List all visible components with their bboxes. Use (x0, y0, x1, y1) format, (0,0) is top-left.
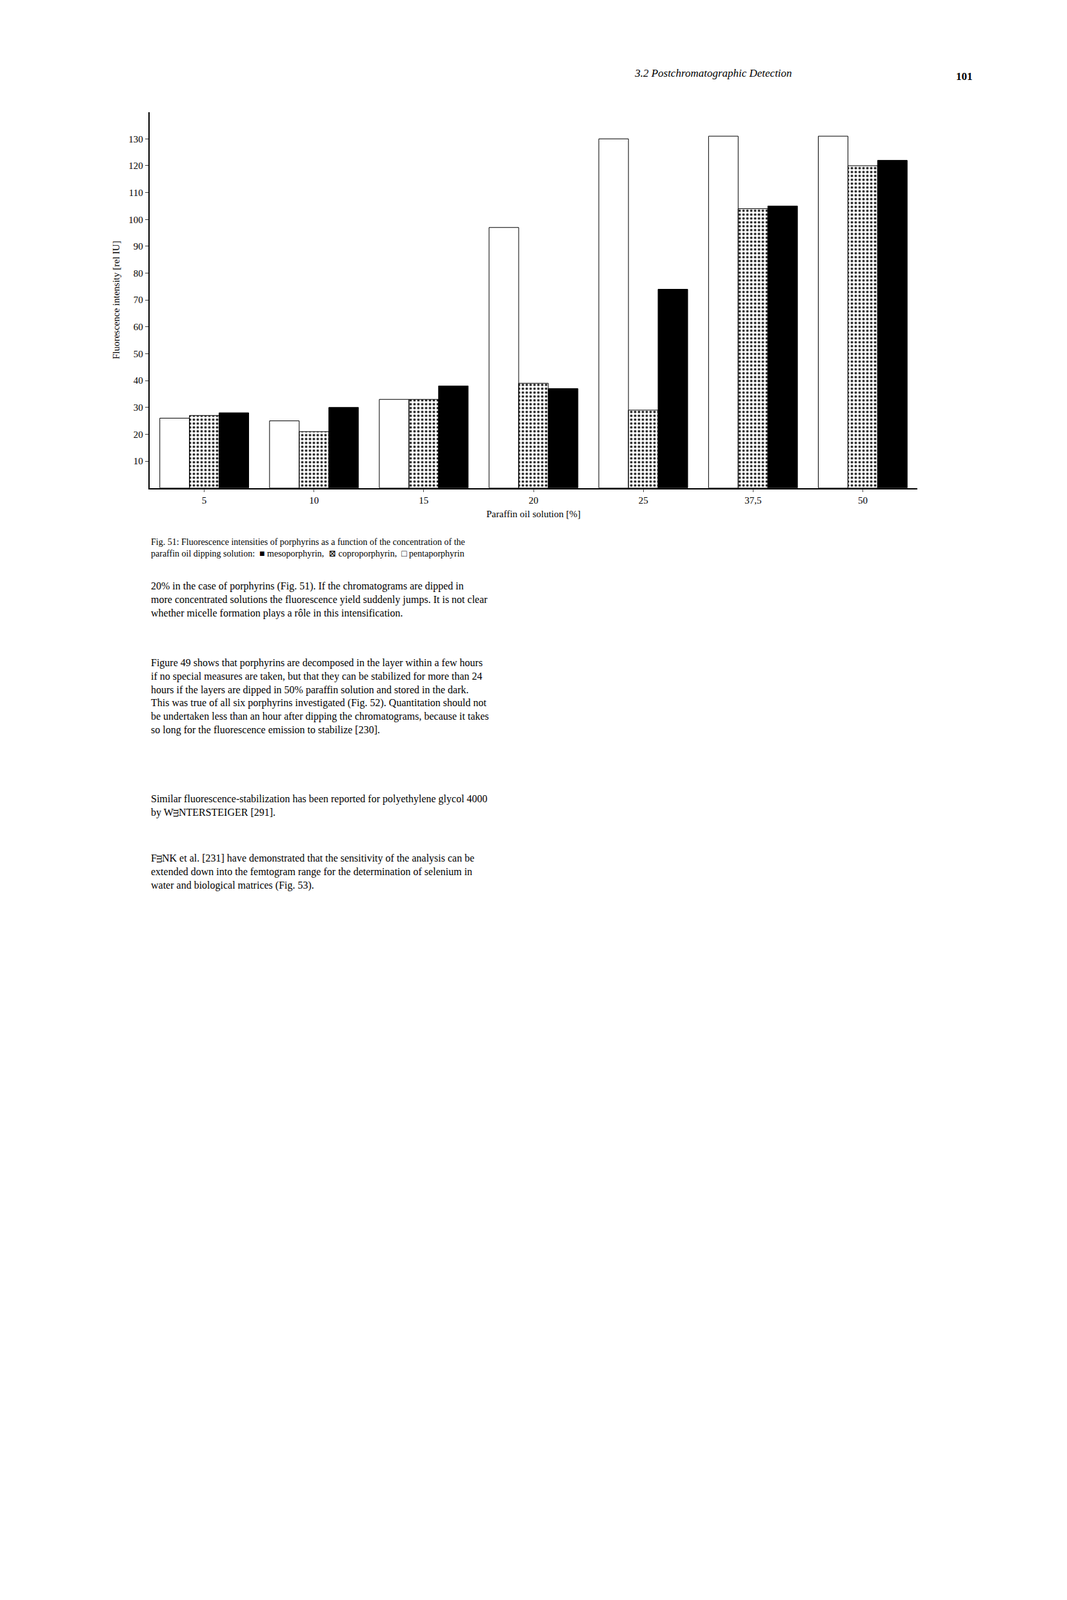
svg-text:20: 20 (528, 495, 539, 506)
svg-text:110: 110 (129, 187, 144, 199)
svg-text:120: 120 (128, 160, 144, 171)
svg-text:50: 50 (133, 349, 144, 360)
svg-text:10: 10 (133, 456, 144, 467)
svg-text:FᴟNK et al. [231] have demonst: FᴟNK et al. [231] have demonstrated that… (150, 852, 475, 892)
svg-text:20: 20 (133, 429, 144, 440)
svg-text:80: 80 (133, 268, 144, 279)
svg-text:Figure 49 shows that porphyrin: Figure 49 shows that porphyrins are deco… (150, 657, 489, 737)
svg-text:90: 90 (133, 241, 144, 252)
svg-text:40: 40 (133, 375, 144, 386)
svg-text:130: 130 (128, 134, 144, 145)
svg-text:50: 50 (857, 495, 868, 506)
svg-text:25: 25 (638, 495, 649, 506)
svg-text:37,5: 37,5 (744, 495, 762, 506)
svg-text:70: 70 (133, 294, 144, 306)
svg-text:Fluorescence intensity [rel IU: Fluorescence intensity [rel IU] (110, 240, 122, 360)
svg-text:Paraffin oil solution [%]: Paraffin oil solution [%] (486, 508, 581, 520)
svg-text:20% in the case of porphyrins: 20% in the case of porphyrins (Fig. 51).… (150, 580, 488, 620)
svg-text:15: 15 (418, 495, 429, 506)
svg-text:3.2 Postchromatographic Detect: 3.2 Postchromatographic Detection (634, 67, 792, 80)
svg-text:30: 30 (133, 402, 144, 413)
svg-text:101: 101 (956, 70, 973, 83)
svg-text:60: 60 (133, 321, 144, 333)
svg-text:Fig. 51: Fluorescence intensit: Fig. 51: Fluorescence intensities of por… (150, 537, 466, 559)
svg-text:10: 10 (309, 495, 319, 506)
svg-text:100: 100 (128, 214, 144, 226)
svg-text:Similar fluorescence-stabiliza: Similar fluorescence-stabilization has b… (150, 793, 488, 819)
svg-text:5: 5 (201, 495, 208, 506)
